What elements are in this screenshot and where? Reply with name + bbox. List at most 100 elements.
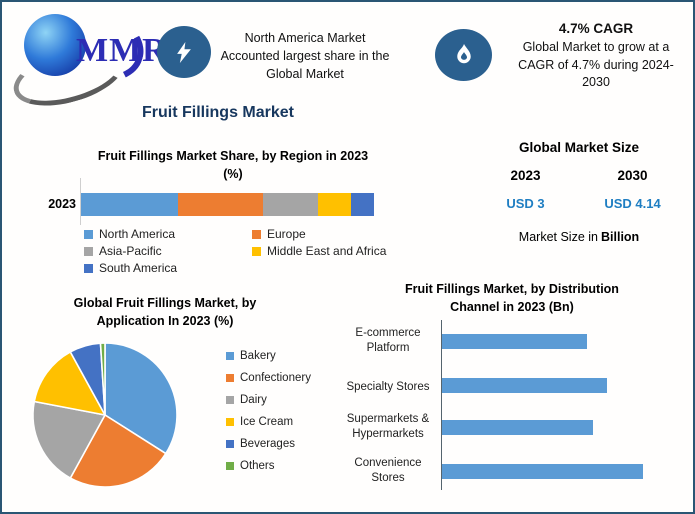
legend-label: Dairy: [240, 394, 267, 406]
region-segment-europe: [177, 193, 263, 216]
region-chart-title-line2: (%): [223, 167, 243, 181]
pie-legend-item: Others: [226, 460, 311, 472]
distribution-category-label-line: E-commerce: [355, 327, 421, 339]
highlight-left-line3: Global Market: [266, 67, 344, 81]
highlight-right-line3: 2030: [582, 75, 610, 89]
flame-glyph: [456, 43, 471, 64]
region-legend-item: North America: [84, 227, 252, 241]
distribution-category-label-line: Specialty Stores: [346, 381, 430, 393]
market-size-note-prefix: Market Size in: [518, 230, 598, 244]
market-size-value-2030: USD 4.14: [604, 196, 661, 211]
region-legend-item: South America: [84, 261, 252, 275]
region-chart-legend: North America Europe Asia-Pacific Middle Ea…: [84, 227, 394, 275]
distribution-category-label-line: Convenience: [354, 457, 422, 469]
globe-icon: [24, 14, 86, 76]
region-segment-asia-pacific: [262, 193, 319, 216]
legend-swatch-icon: [226, 440, 234, 448]
market-size-title: Global Market Size: [518, 140, 640, 155]
logo-text: MMR: [76, 32, 168, 69]
market-size-years: 2023 2030: [472, 168, 686, 183]
legend-swatch-icon: [84, 263, 93, 273]
highlight-right-line2: CAGR of 4.7% during 2024-: [518, 57, 674, 72]
market-size-year-2023: 2023: [510, 168, 541, 183]
market-size-note: Market Size in Billion: [472, 230, 686, 244]
distribution-chart-axis: [441, 320, 442, 490]
legend-label: Bakery: [240, 350, 276, 362]
legend-label: South America: [99, 261, 178, 275]
legend-label: Middle East and Africa: [267, 244, 387, 258]
header-highlight-right: Global Market to grow at a CAGR of 4.7% …: [500, 39, 692, 92]
legend-swatch-icon: [226, 418, 234, 426]
legend-swatch-icon: [84, 246, 93, 256]
legend-label: Europe: [267, 227, 306, 241]
legend-swatch-icon: [226, 352, 234, 360]
region-chart-title: Fruit Fillings Market Share, by Region i…: [50, 147, 416, 183]
distribution-category-label: Convenience Stores: [339, 456, 437, 486]
distribution-category-label: Supermarkets & Hypermarkets: [339, 412, 437, 442]
region-legend-item: Middle East and Africa: [252, 244, 394, 258]
market-size-year-2030: 2030: [617, 168, 648, 183]
lightning-icon: [157, 26, 211, 78]
legend-label: North America: [99, 227, 176, 241]
market-size-values: USD 3 USD 4.14: [472, 196, 686, 211]
distribution-category-label: E-commerce Platform: [339, 326, 437, 356]
flame-icon: [435, 29, 492, 81]
distribution-category-label-line: Platform: [366, 342, 410, 354]
legend-swatch-icon: [84, 229, 93, 239]
distribution-category-label: Specialty Stores: [339, 380, 437, 395]
region-stacked-bar: [81, 193, 374, 216]
market-size-value-2023: USD 3: [506, 196, 545, 211]
distribution-chart-title-line1: Fruit Fillings Market, by Distribution: [405, 282, 619, 296]
market-size-note-unit: Billion: [601, 230, 640, 244]
pie-legend-item: Ice Cream: [226, 416, 311, 428]
distribution-category-label-line: Supermarkets &: [346, 413, 430, 425]
pie-chart-title-line2: Application In 2023 (%): [96, 314, 234, 328]
region-segment-middle-east-and-africa: [318, 193, 351, 216]
region-legend-item: Europe: [252, 227, 394, 241]
legend-swatch-icon: [226, 374, 234, 382]
page-title: Fruit Fillings Market: [141, 104, 294, 121]
pie-chart-title-line1: Global Fruit Fillings Market, by: [73, 296, 257, 310]
highlight-right-line1: Global Market to grow at a: [522, 40, 670, 54]
highlight-left-line2: Accounted largest share in the: [220, 49, 390, 63]
distribution-bar-supermarkets-hypermarkets: [442, 420, 593, 435]
region-chart-title-line1: Fruit Fillings Market Share, by Region i…: [97, 149, 369, 163]
pie-chart-legend: Bakery Confectionery Dairy Ice Cream Beverag…: [226, 350, 311, 472]
pie-chart-title: Global Fruit Fillings Market, by Applica…: [20, 294, 310, 330]
pie-slice-confectionery: [69, 414, 167, 488]
legend-label: Ice Cream: [240, 416, 294, 428]
distribution-category-label-line: Hypermarkets: [352, 428, 424, 440]
pie-slice-ice-cream: [33, 351, 106, 416]
legend-swatch-icon: [226, 462, 234, 470]
distribution-chart-title: Fruit Fillings Market, by Distribution C…: [352, 280, 672, 316]
header-highlight-left: North America Market Accounted largest s…: [216, 29, 394, 83]
region-segment-north-america: [81, 193, 178, 216]
lightning-bolt-glyph: [177, 41, 191, 63]
legend-label: Beverages: [240, 438, 295, 450]
region-segment-south-america: [350, 193, 374, 216]
legend-label: Others: [240, 460, 275, 472]
legend-swatch-icon: [252, 229, 261, 239]
pie-legend-item: Bakery: [226, 350, 311, 362]
pie-slice-others: [99, 342, 106, 416]
legend-label: Asia-Pacific: [99, 244, 162, 258]
distribution-category-label-line: Stores: [371, 472, 405, 484]
highlight-left-line1: North America Market: [244, 31, 366, 45]
region-legend-item: Asia-Pacific: [84, 244, 252, 258]
distribution-bar-e-commerce-platform: [442, 334, 587, 349]
cagr-title: 4.7% CAGR: [558, 21, 634, 36]
application-pie-chart: [32, 342, 178, 488]
mmr-logo: MMR: [7, 5, 168, 117]
pie-legend-item: Confectionery: [226, 372, 311, 384]
region-chart-category-label: 2023: [48, 197, 76, 211]
pie-legend-item: Dairy: [226, 394, 311, 406]
pie-slice-dairy: [32, 400, 106, 479]
legend-swatch-icon: [226, 396, 234, 404]
distribution-bar-convenience-stores: [442, 464, 643, 479]
legend-swatch-icon: [252, 246, 261, 256]
region-chart-axis: [80, 178, 81, 225]
market-size-panel: Global Market Size 2023 2030 USD 3 USD 4…: [472, 132, 686, 262]
legend-label: Confectionery: [240, 372, 311, 384]
distribution-bar-specialty-stores: [442, 378, 607, 393]
